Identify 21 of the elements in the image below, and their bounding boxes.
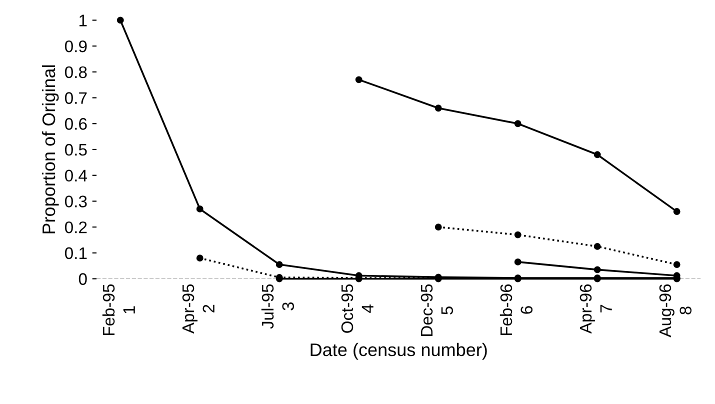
y-tick-label: 0.7 xyxy=(64,92,87,104)
y-tick-label: 0.2 xyxy=(64,221,87,234)
x-tick-label: Oct-95 4 xyxy=(341,284,374,333)
x-tick-label: Apr-96 7 xyxy=(580,284,612,334)
x-tick-label: Jul-95 3 xyxy=(261,284,294,329)
y-tick-label: 0.9 xyxy=(64,40,87,52)
y-tick-label: 0.6 xyxy=(64,118,87,130)
y-tick-label: 0.3 xyxy=(64,196,87,208)
x-tick-label: Feb-96 6 xyxy=(500,284,533,336)
y-tick-label: 0.5 xyxy=(64,144,87,156)
y-tick-label: 0.8 xyxy=(64,66,87,78)
x-axis-title: Date (census number) xyxy=(310,342,487,360)
x-tick-label: Aug-96 8 xyxy=(659,284,692,338)
y-tick-label: 0.4 xyxy=(64,170,88,182)
x-tick-label: Dec-95 5 xyxy=(420,284,454,336)
x-tick-label: Apr-95 2 xyxy=(182,284,214,334)
y-tick-label: 0.1 xyxy=(64,247,87,260)
y-tick-label: 1 xyxy=(80,14,87,26)
y-axis-title: Proportion of Original xyxy=(42,65,59,234)
y-tick-label: 0 xyxy=(78,273,87,285)
x-tick-label: Feb-95 1 xyxy=(102,284,135,336)
